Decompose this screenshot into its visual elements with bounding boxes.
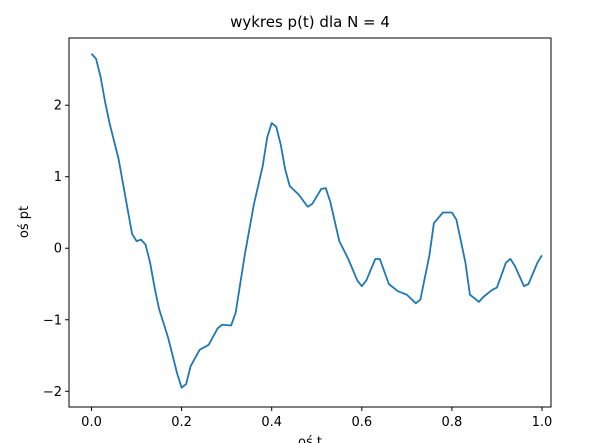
x-tick-label: 0.4 [261,415,282,430]
y-axis-label: oś pt [17,206,32,238]
y-tick-label: 0 [54,242,62,257]
y-tick-label: 1 [54,170,62,185]
data-line [90,53,543,389]
x-tick-label: 0.8 [442,415,463,430]
x-axis-label: oś t [298,435,322,443]
x-tick-label: 0.6 [351,415,372,430]
y-tick-label: −1 [43,313,62,328]
x-tick-label: 0.0 [81,415,102,430]
y-tick-label: −2 [43,385,62,400]
y-tick-label: 2 [54,99,62,114]
x-tick-label: 1.0 [532,415,553,430]
chart-title: wykres p(t) dla N = 4 [230,13,390,31]
plot-frame [68,37,552,408]
x-tick-label: 0.2 [171,415,192,430]
